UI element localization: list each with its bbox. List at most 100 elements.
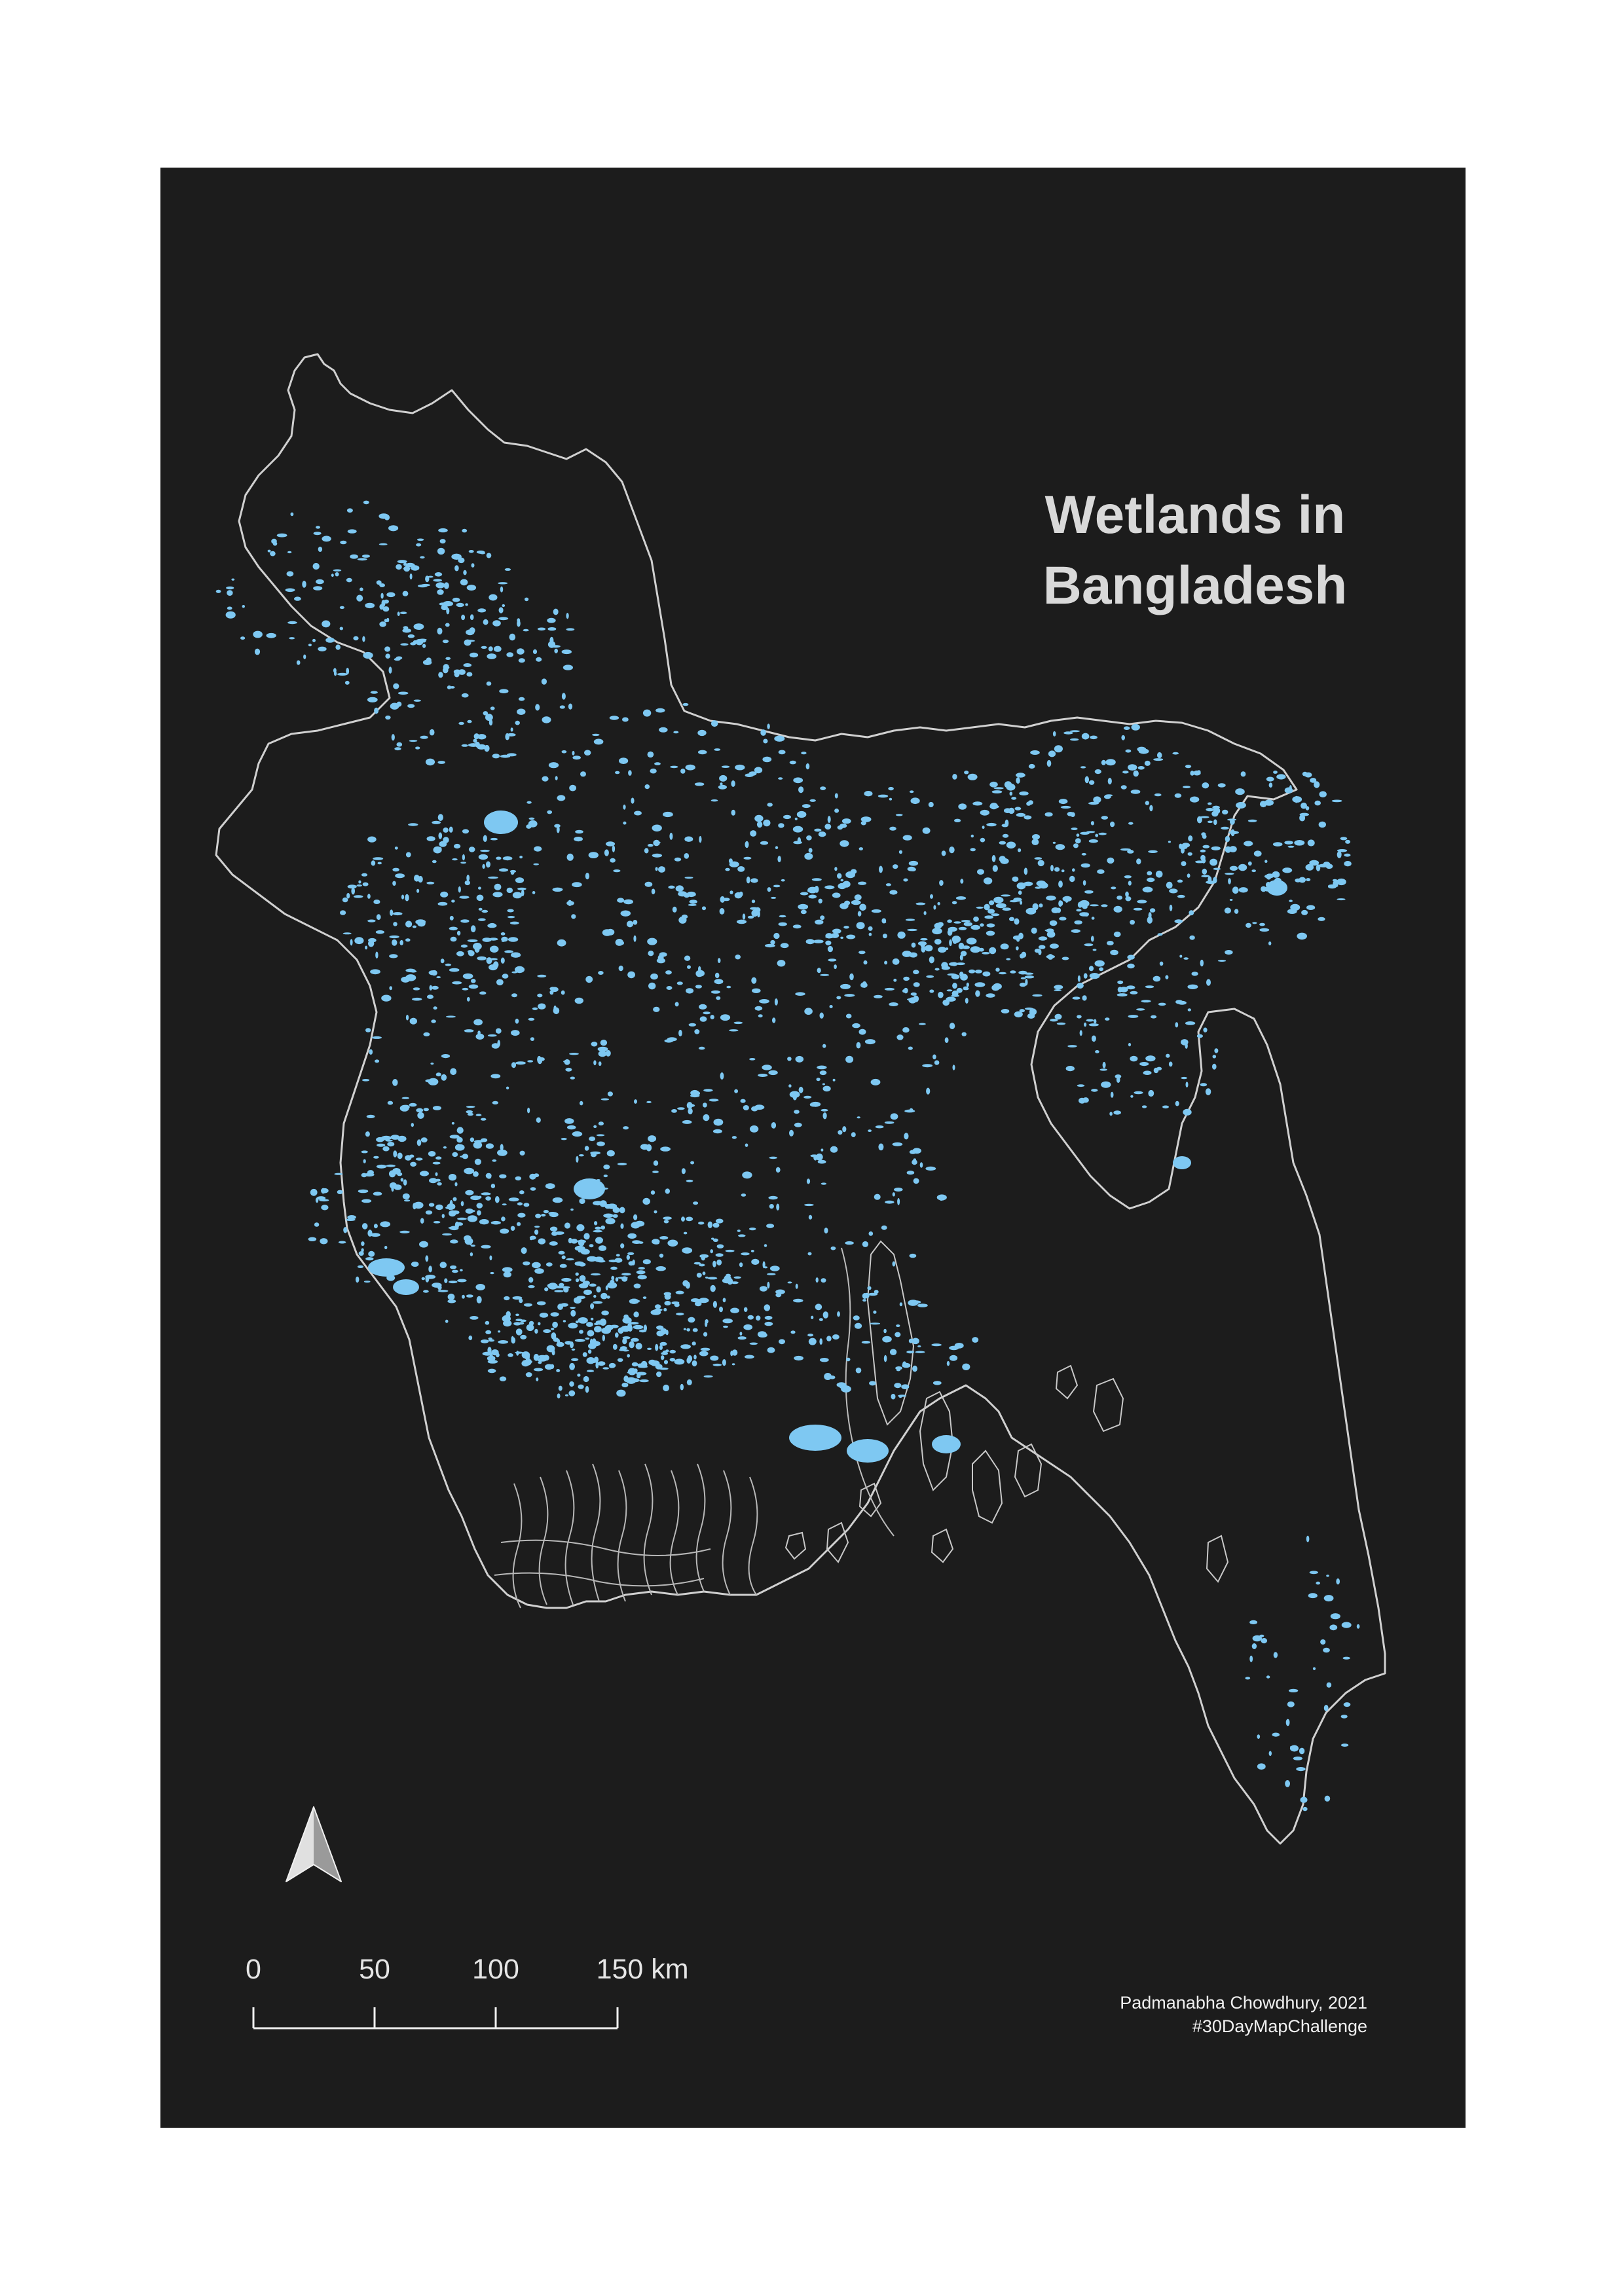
wetland-patch: [764, 1244, 767, 1247]
wetland-patch: [1001, 1009, 1010, 1013]
wetland-patch: [970, 924, 980, 930]
wetland-patch: [400, 1178, 404, 1182]
wetland-patch: [628, 1261, 635, 1266]
wetland-patch: [1116, 1076, 1120, 1084]
wetland-patch: [875, 1125, 884, 1129]
wetland-patch: [1082, 995, 1087, 1001]
wetland-patch: [322, 620, 331, 628]
wetland-patch: [1084, 912, 1089, 917]
wetland-patch: [1185, 765, 1192, 769]
wetland-patch: [475, 1033, 485, 1040]
wetland-patch: [729, 890, 733, 894]
wetland-patch: [973, 916, 979, 922]
wetland-patch: [764, 1304, 771, 1311]
wetland-patch: [465, 603, 468, 606]
wetland-patch: [436, 976, 441, 979]
wetland-patch: [569, 1362, 575, 1370]
wetland-patch: [1061, 957, 1069, 960]
wetland-patch: [832, 1078, 836, 1082]
wetland-patch: [639, 1379, 649, 1383]
wetland-patch: [492, 754, 500, 759]
wetland-patch: [663, 1307, 667, 1312]
wetland-patch: [473, 738, 477, 743]
map-canvas: [215, 353, 1386, 1845]
wetland-patch: [1236, 802, 1246, 809]
wetland-patch: [310, 1188, 318, 1196]
wetland-patch: [599, 1200, 607, 1207]
wetland-patch: [710, 990, 720, 994]
wetland-patch: [430, 1063, 434, 1065]
wetland-patch: [463, 663, 472, 667]
wetland-patch: [808, 848, 813, 853]
wetland-patch: [469, 627, 475, 634]
wetland-patch: [447, 1293, 455, 1300]
wetland-patch: [699, 1264, 705, 1267]
wetland-patch: [1130, 1055, 1138, 1062]
wetland-patch: [287, 621, 297, 625]
wetland-patch: [751, 1258, 760, 1265]
wetland-patch: [775, 846, 779, 849]
wetland-patch: [906, 1351, 915, 1354]
wetland-patch: [401, 1097, 410, 1099]
wetland-patch: [350, 939, 353, 946]
wetland-patch: [743, 1105, 749, 1110]
wetland-patch: [652, 1171, 659, 1173]
wetland-patch: [1240, 771, 1246, 777]
wetland-patch: [1044, 812, 1053, 817]
wetland-patch: [1002, 833, 1009, 838]
wetland-patch: [633, 1283, 641, 1288]
wetland-patch: [795, 1283, 798, 1289]
wetland-patch: [519, 1298, 523, 1303]
wetland-patch: [351, 887, 355, 895]
wetland-patch: [458, 886, 461, 893]
wetland-patch: [433, 1221, 441, 1224]
wetland-patch: [898, 850, 902, 854]
wetland-patch: [656, 1325, 664, 1330]
wetland-patch: [373, 857, 384, 860]
wetland-patch: [671, 1301, 680, 1305]
wetland-patch: [698, 966, 701, 972]
wetland-patch: [1125, 896, 1132, 902]
wetland-patch: [642, 709, 652, 717]
wetland-patch: [1143, 1070, 1152, 1075]
wetland-patch: [1201, 875, 1210, 878]
wetland-patch: [551, 1332, 557, 1339]
wetland-patch: [829, 1005, 833, 1008]
wetland-patch: [509, 869, 517, 873]
wetland-patch: [889, 1349, 897, 1355]
wetland-patch: [1235, 788, 1245, 795]
wetland-patch: [1292, 796, 1302, 803]
wetland-patch: [571, 1348, 576, 1351]
wetland-patch: [767, 887, 771, 892]
wetland-patch: [507, 1353, 513, 1357]
wetland-patch: [449, 826, 453, 833]
wetland-patch: [712, 1363, 722, 1366]
wetland-patch: [818, 898, 822, 904]
wetland-patch: [215, 589, 221, 593]
wetland-patch: [570, 1076, 576, 1080]
wetland-patch: [552, 887, 563, 892]
wetland-patch: [769, 1156, 777, 1159]
wetland-patch: [598, 971, 604, 975]
wetland-patch: [439, 1262, 447, 1269]
wetland-patch: [1345, 839, 1351, 844]
wetland-patch: [932, 1054, 936, 1060]
wetland-patch: [579, 1275, 586, 1282]
wetland-patch: [570, 1239, 578, 1244]
wetland-patch: [534, 1230, 539, 1235]
wetland-patch: [441, 1054, 451, 1059]
wetland-patch: [635, 1220, 645, 1227]
wetland-patch: [613, 869, 621, 873]
wetland-patch: [353, 636, 359, 641]
wetland-patch: [458, 721, 464, 725]
wetland-patch: [389, 1182, 397, 1189]
wetland-patch: [422, 659, 432, 665]
wetland-patch: [1200, 849, 1206, 853]
wetland-patch: [818, 831, 826, 837]
wetland-patch: [972, 801, 983, 806]
wetland-patch: [530, 1187, 536, 1191]
wetland-patch: [564, 1222, 571, 1229]
wetland-patch: [647, 843, 654, 847]
wetland-patch: [1084, 776, 1090, 784]
wetland-patch: [658, 866, 665, 873]
